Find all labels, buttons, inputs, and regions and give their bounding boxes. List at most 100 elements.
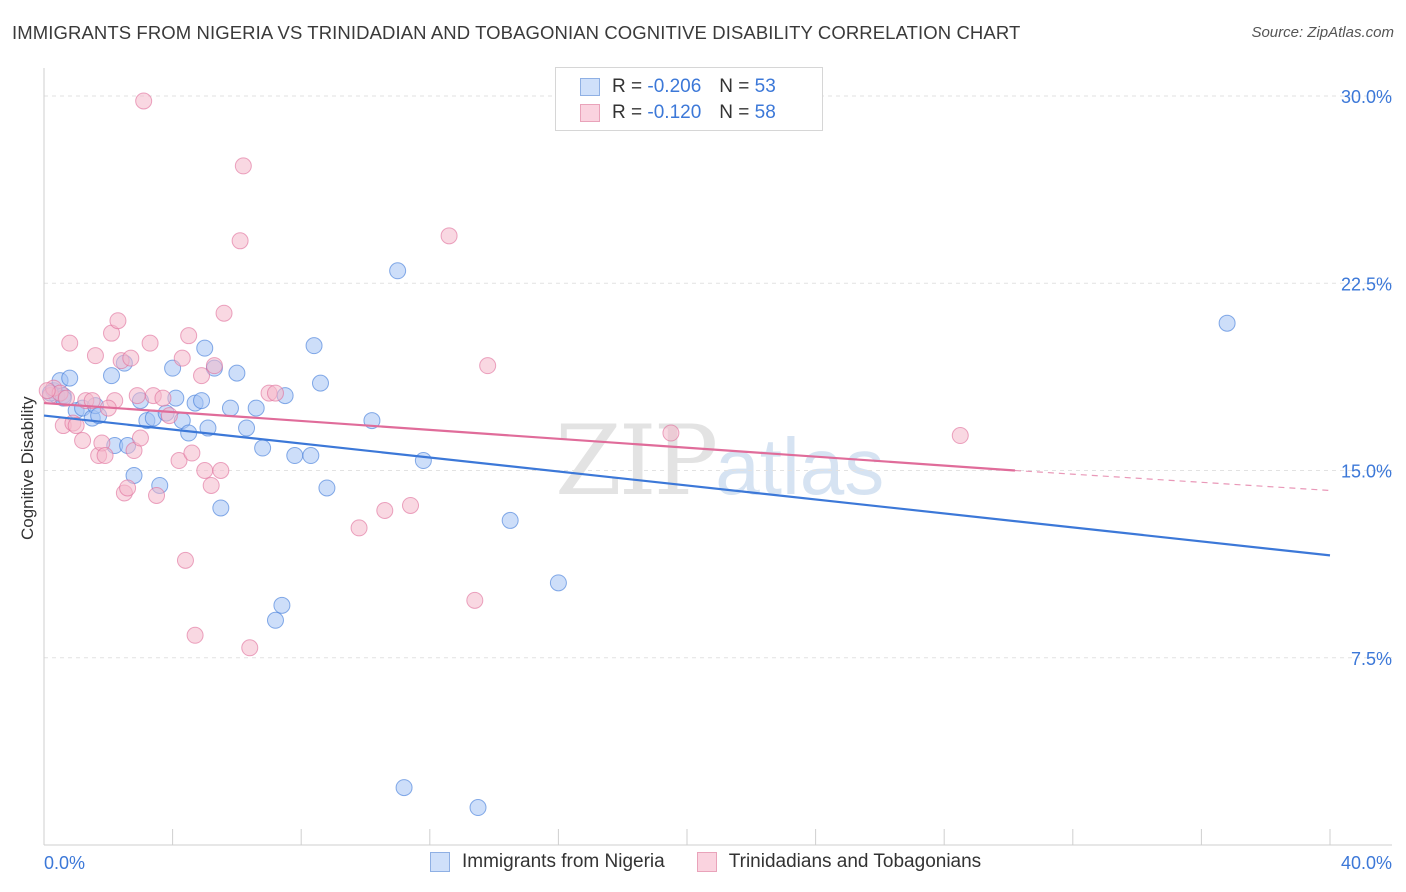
data-point-trinidad <box>74 432 92 450</box>
data-point-nigeria <box>254 439 272 457</box>
legend-label-trinidad: Trinidadians and Tobagonians <box>728 851 982 872</box>
data-point-trinidad <box>38 382 56 400</box>
data-point-trinidad <box>231 232 249 250</box>
data-point-trinidad <box>466 591 484 609</box>
legend-n-label: N = <box>719 102 750 123</box>
data-point-trinidad <box>205 357 223 375</box>
watermark: ZIPatlas <box>555 405 884 517</box>
data-point-nigeria <box>273 596 291 614</box>
data-point-trinidad <box>86 347 104 365</box>
data-point-trinidad <box>215 304 233 322</box>
data-point-nigeria <box>180 424 198 442</box>
data-point-trinidad <box>109 312 127 330</box>
legend-n-value: 53 <box>754 76 776 97</box>
data-point-trinidad <box>241 639 259 657</box>
data-point-trinidad <box>212 462 230 479</box>
legend-label-nigeria: Immigrants from Nigeria <box>462 851 665 872</box>
data-point-trinidad <box>122 349 140 367</box>
legend-item-nigeria[interactable]: Immigrants from Nigeria <box>430 851 665 873</box>
data-point-nigeria <box>61 369 79 387</box>
data-point-trinidad <box>160 407 178 425</box>
legend-row-nigeria: R = -0.206 N = 53 <box>580 75 776 99</box>
data-point-trinidad <box>119 479 137 497</box>
data-point-trinidad <box>180 327 198 345</box>
data-point-nigeria <box>302 447 320 465</box>
data-point-trinidad <box>234 157 252 175</box>
data-point-trinidad <box>61 334 79 352</box>
data-point-trinidad <box>183 444 201 462</box>
data-point-nigeria <box>305 337 323 355</box>
watermark-zip: ZIP <box>555 405 718 517</box>
data-point-trinidad <box>58 389 76 407</box>
data-point-trinidad <box>135 92 153 110</box>
data-point-nigeria <box>103 367 121 385</box>
trend-line-trinidad <box>43 401 1016 472</box>
series-legend: Immigrants from Nigeria Trinidadians and… <box>430 851 1013 873</box>
data-point-trinidad <box>350 519 368 537</box>
data-point-trinidad <box>170 452 188 470</box>
data-point-trinidad <box>128 387 146 405</box>
legend-item-trinidad[interactable]: Trinidadians and Tobagonians <box>696 851 982 873</box>
data-point-trinidad <box>376 501 394 519</box>
data-point-trinidad <box>176 551 194 569</box>
data-point-trinidad <box>193 367 211 385</box>
data-point-trinidad <box>662 424 680 442</box>
legend-swatch-trinidad <box>696 852 717 872</box>
x-tick-label: 40.0% <box>1341 853 1392 873</box>
data-point-nigeria <box>193 392 211 410</box>
y-tick-label: 7.5% <box>1351 649 1392 669</box>
legend-n-value: 58 <box>754 102 776 123</box>
y-tick-label: 22.5% <box>1341 274 1392 294</box>
data-point-nigeria <box>469 799 487 817</box>
data-point-nigeria <box>501 511 519 529</box>
data-point-trinidad <box>131 429 149 447</box>
data-point-nigeria <box>212 499 230 517</box>
data-point-trinidad <box>951 427 969 445</box>
legend-r-label: R = <box>612 76 643 97</box>
data-point-trinidad <box>83 392 101 410</box>
data-point-trinidad <box>202 476 220 494</box>
chart-title: IMMIGRANTS FROM NIGERIA VS TRINIDADIAN A… <box>12 22 1021 43</box>
data-point-nigeria <box>318 479 336 497</box>
trend-line-nigeria <box>43 414 1331 557</box>
legend-swatch-nigeria <box>430 852 450 872</box>
legend-r-value: -0.206 <box>647 76 702 97</box>
y-tick-label: 15.0% <box>1341 462 1392 482</box>
trend-line-dashed-trinidad <box>1014 469 1331 492</box>
data-point-trinidad <box>266 384 284 402</box>
legend-swatch-nigeria <box>580 78 600 96</box>
data-point-nigeria <box>1218 314 1236 332</box>
data-point-trinidad <box>440 227 458 245</box>
data-point-trinidad <box>186 626 204 644</box>
data-point-trinidad <box>196 462 214 479</box>
data-point-trinidad <box>173 349 191 367</box>
data-point-nigeria <box>549 574 567 592</box>
data-point-nigeria <box>228 364 246 382</box>
data-point-trinidad <box>479 357 497 375</box>
data-point-nigeria <box>286 447 304 465</box>
data-point-trinidad <box>96 447 114 465</box>
data-point-nigeria <box>389 262 407 280</box>
watermark-atlas: atlas <box>715 422 885 511</box>
legend-n-label: N = <box>719 76 750 97</box>
y-tick-label: 30.0% <box>1341 87 1392 107</box>
y-axis-label: Cognitive Disability <box>18 396 37 540</box>
legend-r-value: -0.120 <box>647 102 702 123</box>
data-point-nigeria <box>238 419 256 437</box>
data-point-nigeria <box>247 399 265 417</box>
data-point-trinidad <box>154 389 172 407</box>
data-point-nigeria <box>196 339 214 357</box>
data-point-nigeria <box>266 611 284 629</box>
data-point-nigeria <box>311 374 329 392</box>
source-label: Source: ZipAtlas.com <box>1251 24 1394 41</box>
legend-r-label: R = <box>612 102 643 123</box>
data-point-nigeria <box>395 779 413 797</box>
legend-row-trinidad: R = -0.120 N = 58 <box>580 101 776 125</box>
legend-swatch-trinidad <box>580 104 600 122</box>
data-point-trinidad <box>148 486 166 504</box>
data-point-trinidad <box>67 417 85 435</box>
correlation-legend: R = -0.206 N = 53 R = -0.120 N = 58 <box>555 67 823 131</box>
data-point-trinidad <box>141 334 159 352</box>
data-point-nigeria <box>414 452 432 470</box>
